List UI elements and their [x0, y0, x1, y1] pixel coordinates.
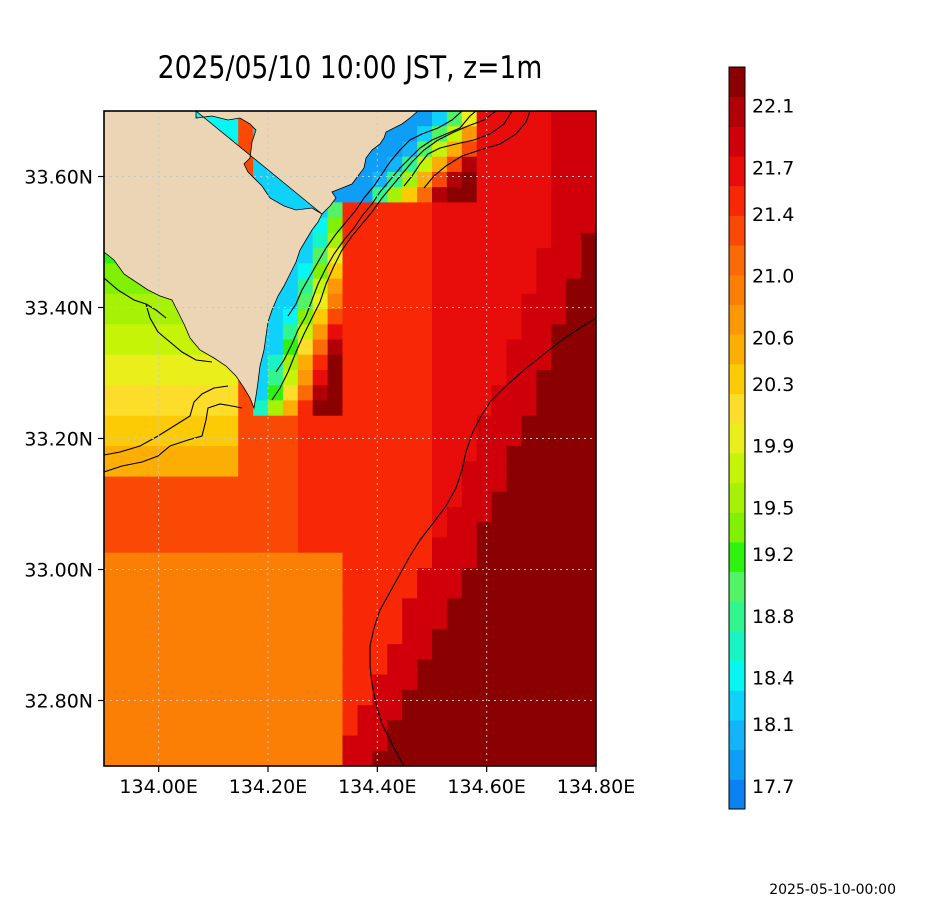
colorbar-swatch [729, 719, 745, 751]
lon-tick-label: 134.80E [557, 776, 636, 798]
colorbar-swatch [729, 304, 745, 335]
colorbar: 17.7 18.1 18.4 18.8 19.2 19.5 19.9 20.3 20.6 21.0… [728, 66, 794, 810]
colorbar-label: 19.2 [752, 544, 794, 566]
colorbar-swatch [729, 660, 745, 691]
colorbar-label: 21.7 [752, 158, 794, 180]
colorbar-swatch [729, 541, 745, 573]
colorbar-swatch [729, 215, 745, 246]
colorbar-label: 18.8 [752, 606, 794, 628]
colorbar-swatch [729, 96, 745, 127]
colorbar-swatch [729, 571, 745, 602]
lon-tick-label: 134.60E [447, 776, 526, 798]
lon-tick-label: 134.40E [338, 776, 417, 798]
map-title: 2025/05/10 10:00 JST, z=1m [157, 50, 543, 86]
lat-tick-label: 32.80N [24, 691, 93, 713]
colorbar-swatch [729, 245, 745, 276]
lat-tick-label: 33.60N [24, 167, 93, 189]
colorbar-label: 20.6 [752, 328, 794, 350]
lon-tick-label: 134.20E [229, 776, 308, 798]
plot-area [104, 111, 596, 766]
lat-tick-label: 33.40N [24, 298, 93, 320]
colorbar-label: 19.9 [752, 436, 794, 458]
colorbar-swatch [729, 156, 745, 187]
colorbar-swatch [729, 512, 745, 543]
colorbar-swatch [729, 393, 745, 424]
coastline-land [104, 111, 419, 410]
colorbar-label: 19.5 [752, 498, 794, 520]
colorbar-swatch [729, 274, 745, 305]
colorbar-swatch [729, 749, 745, 780]
colorbar-label: 22.1 [752, 96, 794, 118]
colorbar-swatch [729, 363, 745, 394]
lat-tick-label: 33.20N [24, 429, 93, 451]
timestamp-label: 2025-05-10-00:00 [769, 882, 896, 898]
colorbar-swatch [729, 452, 745, 484]
colorbar-swatch [729, 334, 745, 365]
colorbar-label: 18.1 [752, 714, 794, 736]
colorbar-swatch [729, 779, 745, 810]
colorbar-label: 21.4 [752, 204, 794, 226]
colorbar-swatch [729, 423, 745, 454]
colorbar-swatch [729, 185, 745, 216]
colorbar-swatch [729, 482, 745, 513]
longitude-axis: 134.00E 134.20E 134.40E 134.60E 134.80E [119, 766, 635, 798]
colorbar-label: 18.4 [752, 668, 794, 690]
colorbar-swatch [729, 601, 745, 632]
colorbar-label: 20.3 [752, 374, 794, 396]
colorbar-label: 17.7 [752, 776, 794, 798]
colorbar-label: 21.0 [752, 266, 794, 288]
colorbar-swatch [729, 630, 745, 662]
latitude-axis: 33.60N 33.40N 33.20N 33.00N 32.80N [24, 167, 104, 713]
colorbar-swatch [729, 67, 745, 98]
colorbar-swatch [729, 126, 745, 157]
lat-tick-label: 33.00N [24, 560, 93, 582]
colorbar-swatch [729, 690, 745, 721]
colorbar-frame [728, 66, 746, 810]
lon-tick-label: 134.00E [119, 776, 198, 798]
isotherm-contours [104, 111, 596, 766]
